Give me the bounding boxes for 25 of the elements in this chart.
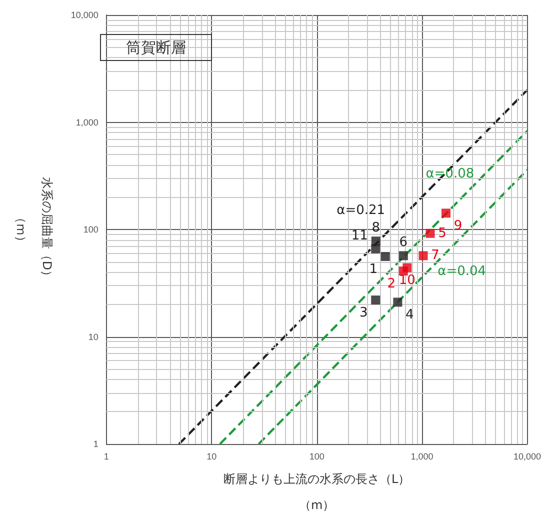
annotation: 5	[438, 226, 446, 241]
y-tick-label: 10,000	[70, 10, 98, 20]
annotation: 2	[387, 276, 396, 292]
series-label: α=0.21	[336, 202, 386, 218]
y-tick-label: 1	[93, 439, 98, 449]
x-tick-label: 100	[309, 452, 324, 462]
annotation: 10	[398, 273, 416, 288]
y-axis-title: 水系の屈曲量（D）（m）	[14, 176, 54, 282]
y-tick-label: 1,000	[76, 117, 98, 128]
annotation: 7	[431, 248, 440, 264]
annotation: 4	[406, 308, 414, 323]
x-tick-label: 10,000	[513, 452, 541, 462]
x-tick-label: 10	[206, 452, 217, 462]
annotation: 1	[369, 262, 378, 278]
text: 筒賀断層	[126, 38, 186, 56]
y-tick-label: 10	[88, 332, 98, 342]
annotation: 3	[359, 306, 368, 321]
x-axis-title: 断層よりも上流の水系の長さ（L）（m）	[223, 472, 410, 512]
series-label: α=0.08	[426, 166, 474, 182]
x-tick-label: 1	[104, 452, 109, 462]
annotation: 6	[399, 235, 408, 250]
annotation: 11	[351, 228, 368, 244]
series-label: α=0.04	[438, 264, 486, 279]
x-tick-label: 1,000	[410, 452, 434, 462]
y-tick-label: 100	[83, 224, 98, 234]
